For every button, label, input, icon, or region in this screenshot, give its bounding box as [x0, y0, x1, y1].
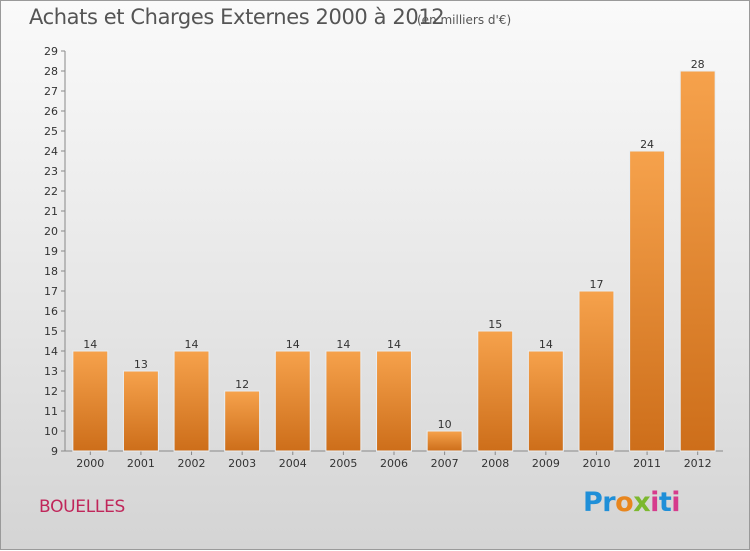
y-tick-label: 12	[44, 385, 58, 398]
y-tick-label: 10	[44, 425, 58, 438]
y-tick-label: 22	[44, 185, 58, 198]
x-tick-label: 2001	[127, 457, 155, 470]
bar	[325, 350, 362, 452]
y-tick-label: 14	[44, 345, 58, 358]
bar	[629, 150, 666, 452]
bar-value-label: 13	[134, 358, 148, 371]
y-tick-label: 17	[44, 285, 58, 298]
bar	[477, 330, 514, 452]
bar	[72, 350, 109, 452]
y-tick-label: 9	[51, 445, 58, 458]
bar-value-label: 14	[185, 338, 199, 351]
x-tick-label: 2000	[76, 457, 104, 470]
bar	[122, 370, 159, 452]
y-tick-label: 24	[44, 145, 58, 158]
y-tick-label: 13	[44, 365, 58, 378]
commune-name: BOUELLES	[39, 497, 126, 517]
y-tick-label: 11	[44, 405, 58, 418]
bar	[224, 390, 261, 452]
x-tick-label: 2011	[633, 457, 661, 470]
y-tick-labels-group: 9 10 11 12 13 14 15 16 17 18 19 20 21 22 23 24 25 26 27 28 2…	[44, 45, 58, 458]
bar-value-label: 14	[83, 338, 97, 351]
x-tick-label: 2003	[228, 457, 256, 470]
y-tick-label: 20	[44, 225, 58, 238]
y-tick-label: 29	[44, 45, 58, 58]
y-tick-label: 21	[44, 205, 58, 218]
x-tick-label: 2005	[329, 457, 357, 470]
data-labels-group: 14 13 14 12 14 14 14 10 15 14 17 24 28	[83, 58, 704, 431]
bar-value-label: 14	[336, 338, 350, 351]
x-tick-label: 2008	[481, 457, 509, 470]
y-tick-label: 28	[44, 65, 58, 78]
x-tick-label: 2006	[380, 457, 408, 470]
bars-group	[72, 70, 716, 452]
bar-value-label: 28	[691, 58, 705, 71]
x-tick-label: 2009	[532, 457, 560, 470]
x-tick-label: 2004	[279, 457, 307, 470]
x-tick-labels-group: 2000 2001 2002 2003 2004 2005 2006 2007 2008 2009…	[76, 457, 711, 470]
bar-value-label: 15	[488, 318, 502, 331]
bar-value-label: 17	[589, 278, 603, 291]
proxiti-logo: Proxiti	[583, 487, 681, 518]
bar-value-label: 14	[539, 338, 553, 351]
bar-value-label: 12	[235, 378, 249, 391]
x-tick-label: 2007	[431, 457, 459, 470]
bar	[376, 350, 412, 452]
bar	[274, 350, 311, 452]
y-tick-label: 15	[44, 325, 58, 338]
bar-value-label: 10	[438, 418, 452, 431]
y-tick-label: 18	[44, 265, 58, 278]
bar	[527, 350, 564, 452]
bar-value-label: 24	[640, 138, 654, 151]
y-tick-label: 27	[44, 85, 58, 98]
bar	[426, 430, 463, 452]
bar	[173, 350, 210, 452]
x-tick-label: 2002	[178, 457, 206, 470]
y-tick-label: 26	[44, 105, 58, 118]
y-tick-label: 19	[44, 245, 58, 258]
y-tick-label: 23	[44, 165, 58, 178]
bar-value-label: 14	[387, 338, 401, 351]
y-tick-label: 25	[44, 125, 58, 138]
chart-subtitle: (en milliers d'€)	[417, 13, 512, 27]
y-tick-label: 16	[44, 305, 58, 318]
x-tick-label: 2010	[582, 457, 610, 470]
x-tick-label: 2012	[684, 457, 712, 470]
bar-value-label: 14	[286, 338, 300, 351]
bar	[679, 70, 716, 452]
bar	[578, 290, 615, 452]
chart-title: Achats et Charges Externes 2000 à 2012	[29, 5, 445, 29]
